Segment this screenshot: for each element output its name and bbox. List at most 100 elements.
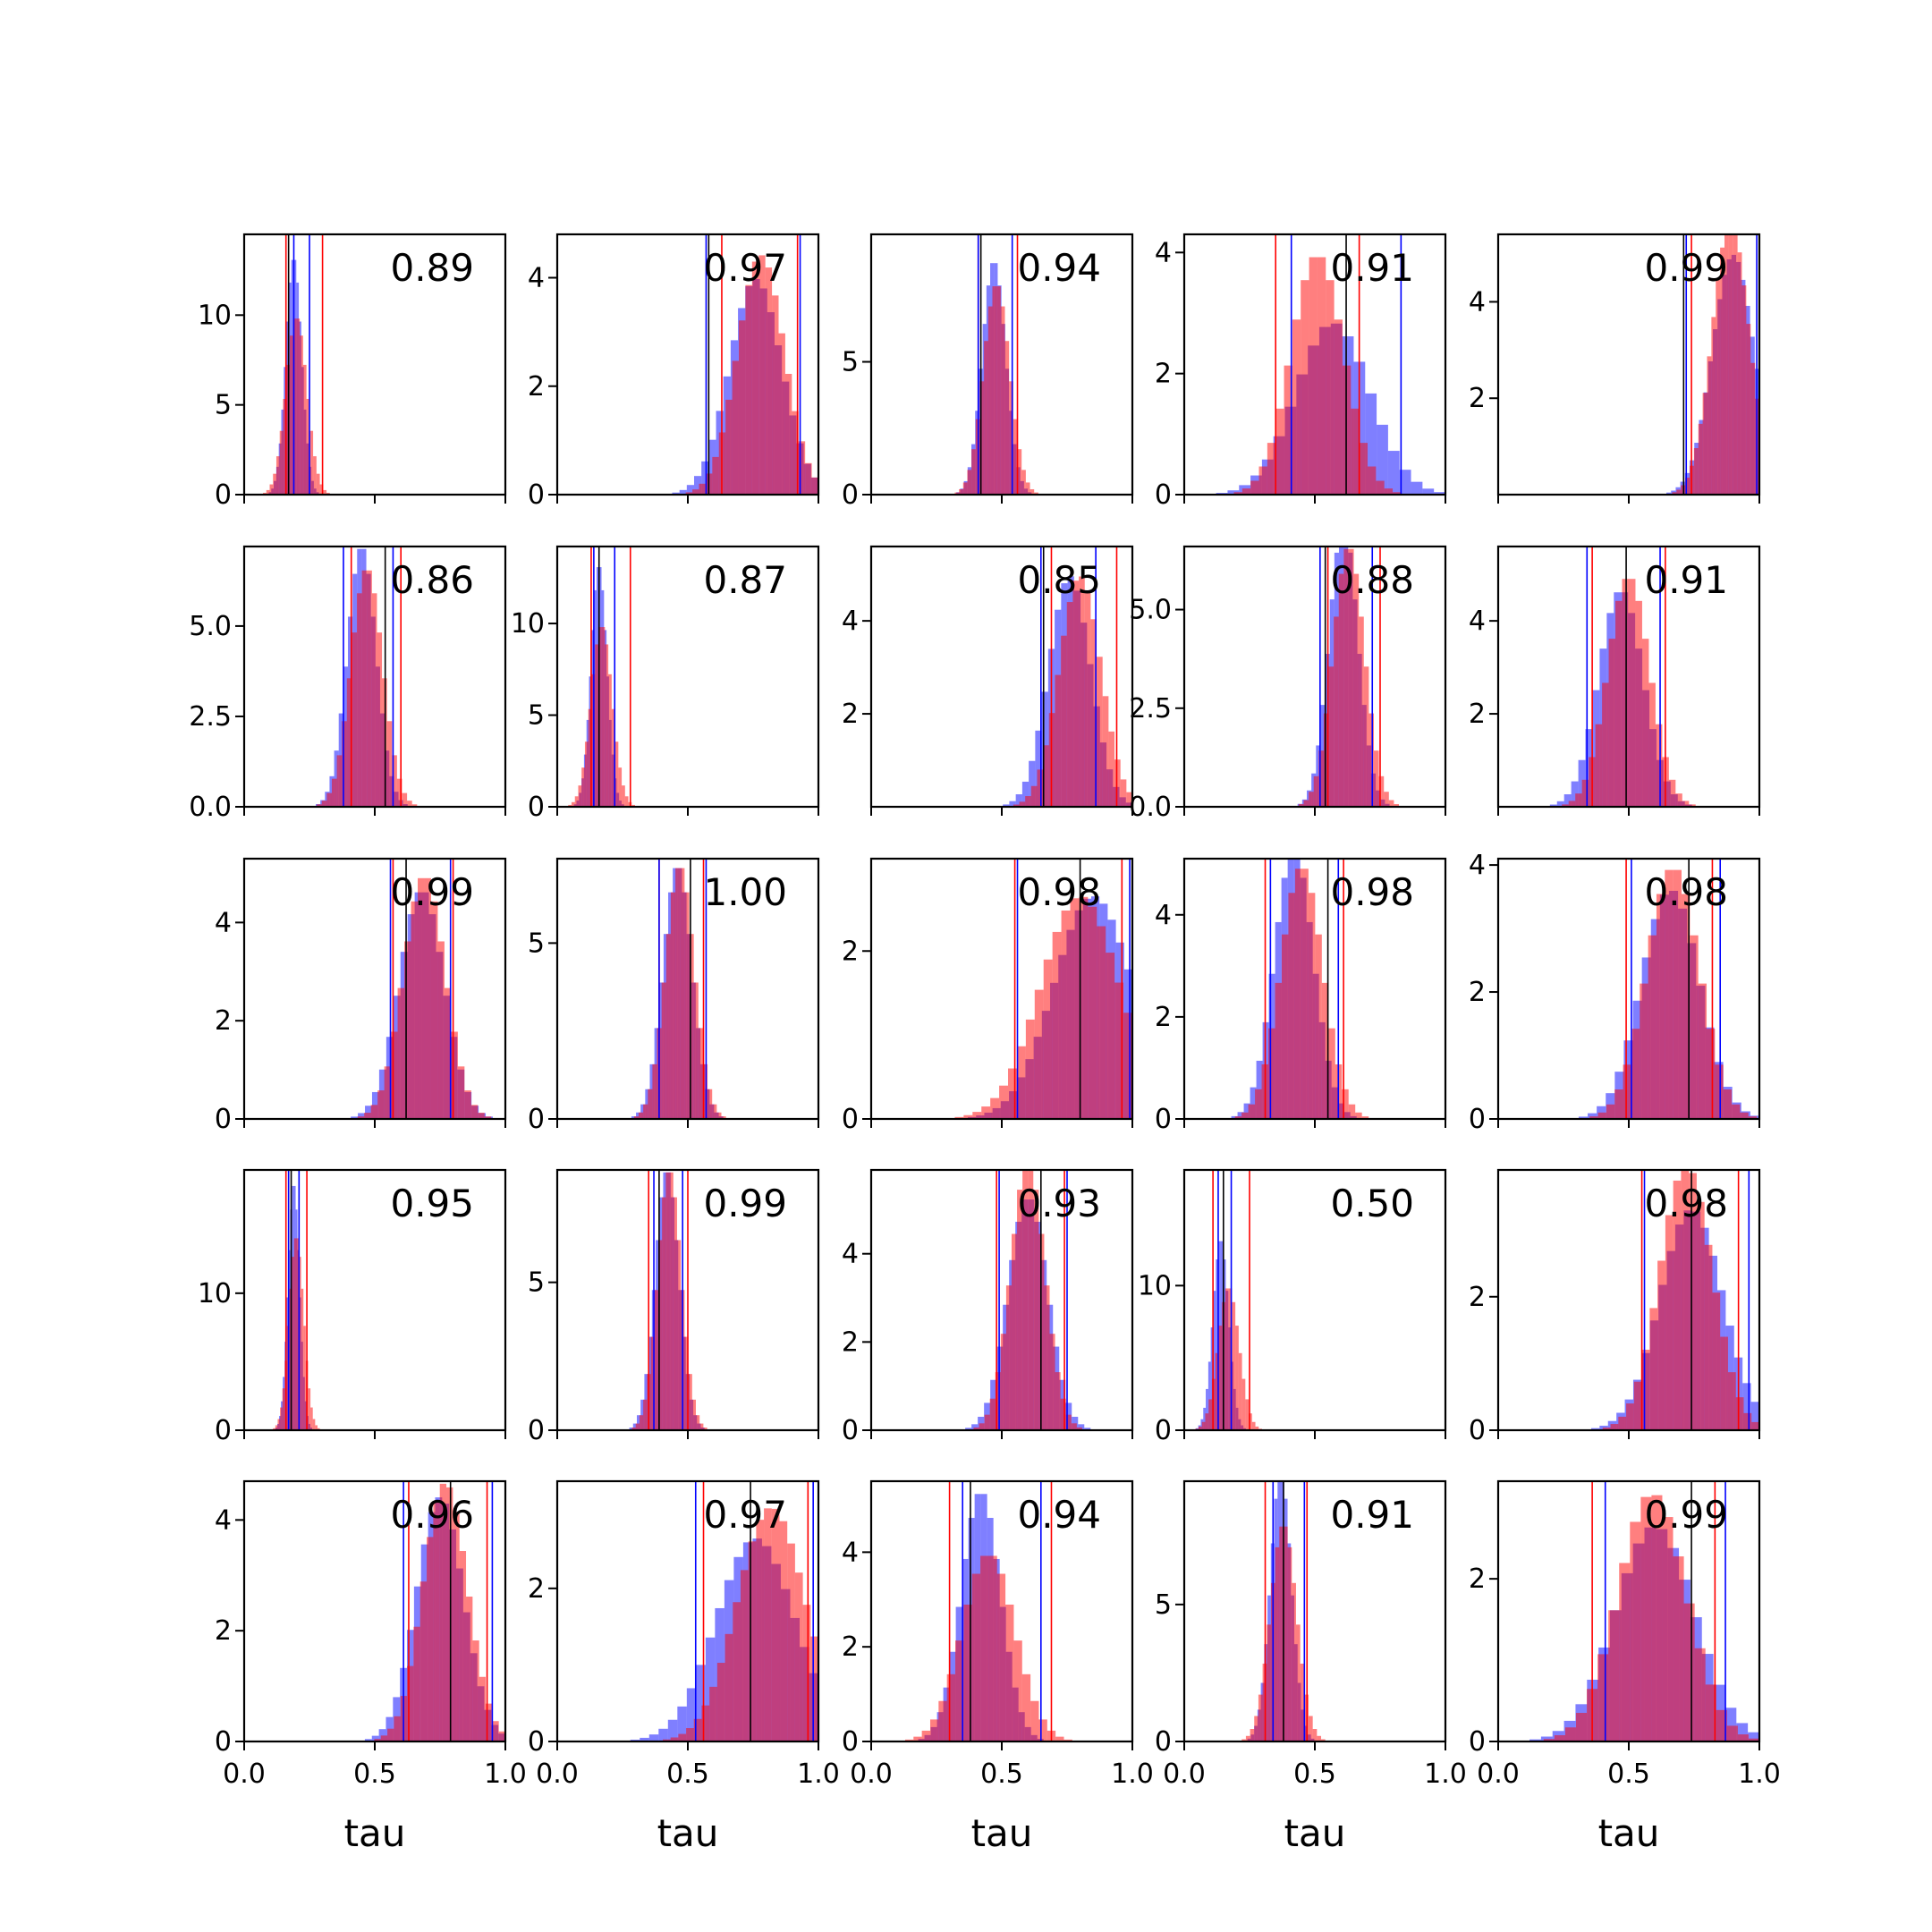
histogram-bar-red	[709, 1686, 717, 1741]
histogram-bar-red	[1751, 1421, 1759, 1430]
histogram-bar-red	[1355, 1112, 1362, 1119]
histogram-bar-red	[1030, 1700, 1039, 1741]
histogram-bar-red	[1076, 1427, 1082, 1430]
histogram-bar-red	[1728, 234, 1733, 495]
histogram-bar-red	[1702, 393, 1707, 495]
histogram-bar-red	[1707, 356, 1712, 495]
panel: 020.98	[1469, 1168, 1761, 1446]
histogram-bar-red	[1602, 1428, 1611, 1430]
histogram-bar-red	[1622, 579, 1629, 807]
histogram-bar-red	[1610, 1424, 1619, 1430]
histogram-bar-red	[921, 1730, 930, 1741]
histogram-bar-red	[624, 796, 629, 807]
panel: 0.0 2.5 5.0 0.86	[189, 545, 507, 823]
histogram-bar-red	[1651, 1495, 1663, 1741]
histogram-bar-red	[1707, 1029, 1716, 1119]
histogram-bar-red	[396, 778, 402, 807]
histogram-bar-red	[1043, 959, 1053, 1119]
histogram-bar-blue	[378, 1729, 386, 1741]
histogram-bar-red	[1727, 1372, 1736, 1430]
histogram-bar-red	[1275, 408, 1284, 495]
histogram-bar-red	[1726, 1725, 1738, 1741]
histogram-bar-red	[1034, 492, 1038, 495]
histogram-bar-red	[1049, 1334, 1055, 1430]
y-tick-label: 5	[842, 347, 859, 378]
histogram-bar-red	[296, 1238, 300, 1430]
y-tick-label: 4	[842, 1537, 859, 1568]
histogram-bar-red	[787, 1543, 795, 1741]
histogram-bar-red	[444, 987, 452, 1119]
histogram-bar-blue	[658, 1728, 668, 1741]
histogram-bar-red	[306, 398, 310, 495]
histogram-bar-blue	[1250, 1087, 1257, 1119]
histogram-bar-red	[413, 1626, 420, 1741]
histogram-bar-red	[1248, 1104, 1256, 1119]
histogram-bar-red	[981, 1106, 991, 1119]
histogram-bar-red	[1630, 1521, 1641, 1741]
histogram-bar-red	[486, 1703, 493, 1741]
y-tick-label: 0	[215, 1726, 232, 1758]
histogram-bar-red	[992, 286, 997, 495]
histogram-bar-red	[1595, 724, 1603, 807]
histogram-bar-red	[1255, 1089, 1262, 1119]
histogram-bar-red	[1673, 1180, 1682, 1430]
histogram-bar-blue	[696, 1665, 706, 1741]
histogram-bar-blue	[1750, 1402, 1759, 1430]
histogram-bar-red	[1028, 1170, 1034, 1430]
y-tick-label: 2.5	[1129, 693, 1172, 724]
y-tick-label: 0	[842, 1104, 859, 1135]
histogram-bar-red	[1013, 419, 1018, 495]
histogram-bar-red	[1712, 1292, 1721, 1430]
histogram-bar-red	[716, 1112, 722, 1119]
histogram-bar-red	[669, 1172, 674, 1430]
histogram-bar-blue	[1021, 781, 1030, 807]
histogram-bar-blue	[1003, 804, 1010, 807]
y-tick-label: 10	[198, 1278, 232, 1309]
histogram-bar-blue	[1399, 470, 1411, 495]
histogram-bar-red	[670, 892, 676, 1119]
panel: 050.99	[528, 1168, 820, 1446]
histogram-bar-red	[973, 1427, 979, 1430]
histogram-bar-red	[999, 1085, 1009, 1119]
histogram-bar-red	[1746, 324, 1751, 495]
histogram-bar-red	[1720, 1336, 1728, 1430]
histogram-bar-blue	[358, 1113, 366, 1119]
histogram-bar-red	[685, 492, 693, 495]
histogram-bar-red	[638, 1112, 644, 1119]
histogram-bar-red	[1321, 982, 1329, 1119]
histogram-bar-red	[392, 755, 397, 807]
histogram-bar-red	[464, 1090, 471, 1119]
histogram-bar-red	[1597, 1112, 1606, 1119]
histogram-bar-red	[1241, 1739, 1246, 1741]
histogram-bar-red	[622, 785, 625, 807]
histogram-bar-red	[805, 462, 812, 495]
histogram-bar-red	[1267, 443, 1276, 495]
histogram-bar-red	[275, 1425, 278, 1430]
histogram-bar-red	[946, 1674, 956, 1741]
histogram-bar-red	[1245, 1735, 1250, 1741]
histogram-bar-blue	[631, 1116, 637, 1119]
histogram-bar-red	[1716, 279, 1721, 495]
panel: 0 2 4 0.99	[215, 857, 507, 1135]
y-tick-label: 0	[842, 1726, 859, 1758]
histogram-bar-red	[1334, 616, 1339, 807]
x-tick-label: 0.5	[980, 1758, 1023, 1790]
histogram-bar-red	[1689, 1173, 1697, 1430]
y-tick-label: 4	[842, 1239, 859, 1270]
y-tick-label: 2	[215, 1615, 232, 1647]
histogram-bar-red	[1295, 1624, 1301, 1741]
histogram-bar-red	[1208, 1399, 1212, 1430]
histogram-bar-red	[1097, 926, 1106, 1119]
y-tick-label: 0	[528, 1415, 545, 1446]
histogram-bar-blue	[1377, 424, 1388, 495]
panel: 0 10 0.50	[1138, 1168, 1447, 1446]
panel-value-label: 0.98	[1644, 870, 1728, 914]
x-axis-label: tau	[1284, 1811, 1346, 1855]
histogram-bar-red	[1000, 306, 1005, 495]
histogram-bar-red	[1267, 1624, 1271, 1741]
histogram-bar-red	[1682, 801, 1690, 807]
histogram-bar-red	[698, 1028, 703, 1119]
histogram-bar-red	[748, 1541, 757, 1741]
histogram-bar-blue	[1029, 760, 1036, 807]
histogram-bar-blue	[1571, 781, 1579, 807]
